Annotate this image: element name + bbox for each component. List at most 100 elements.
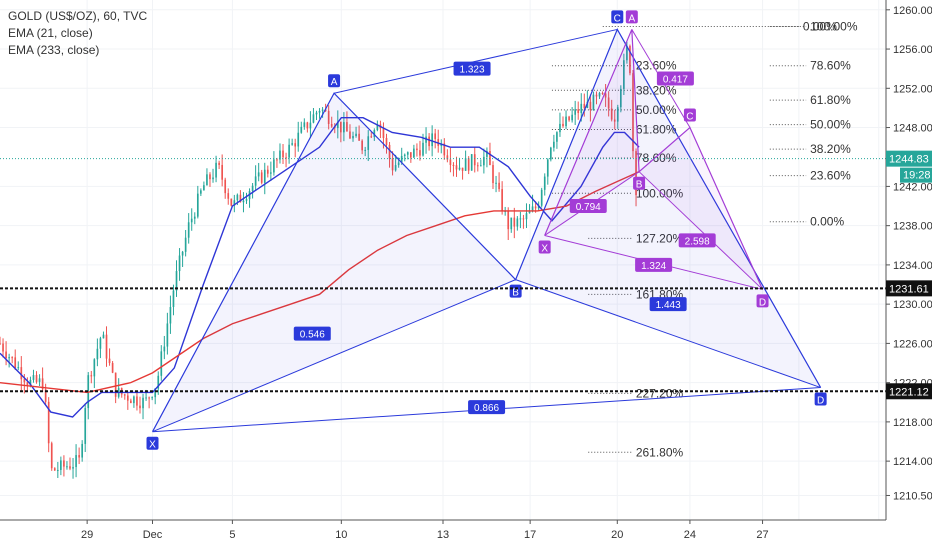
candle-body bbox=[556, 132, 558, 142]
harmonic-patterns[interactable]: X A B C D 1.323 0.546 1.443 0.866 X A B C D 0.417 0.794… bbox=[146, 10, 827, 451]
fib-level-label: 38.20% bbox=[636, 83, 677, 97]
pattern-diagonal bbox=[152, 279, 516, 433]
ratio-badge bbox=[569, 199, 607, 214]
candle-body bbox=[5, 351, 7, 359]
candle-body bbox=[279, 150, 281, 160]
candle-body bbox=[126, 395, 129, 401]
candle-body bbox=[142, 397, 144, 409]
candle-body bbox=[519, 218, 522, 220]
candle-body bbox=[309, 122, 312, 129]
candle-body bbox=[157, 375, 160, 389]
pattern-point-badge bbox=[756, 294, 769, 308]
candle-body bbox=[416, 148, 418, 151]
candle-body bbox=[96, 348, 99, 360]
time-tick-label: 29 bbox=[81, 529, 93, 541]
candle-body bbox=[486, 151, 488, 157]
candle-body bbox=[498, 182, 500, 190]
candle-body bbox=[549, 147, 552, 160]
ema-slow-legend[interactable]: EMA (233, close) bbox=[8, 43, 100, 57]
price-tick-label: 1218.00 bbox=[893, 417, 932, 429]
candle-body bbox=[172, 290, 175, 307]
candle-body bbox=[130, 400, 132, 404]
pattern-point-badge bbox=[625, 10, 638, 24]
candle-body bbox=[531, 206, 534, 212]
level-price-label: 1231.61 bbox=[889, 283, 929, 295]
candle-body bbox=[321, 109, 324, 111]
price-tick-label: 1234.00 bbox=[893, 260, 932, 272]
candle-body bbox=[492, 165, 494, 184]
candle-body bbox=[315, 112, 318, 115]
candle-body bbox=[355, 133, 357, 137]
candle-body bbox=[78, 455, 80, 458]
pattern-point-label: A bbox=[628, 13, 635, 24]
fib-level-label: 78.60% bbox=[636, 151, 677, 165]
ratio-badge bbox=[678, 233, 716, 248]
candle-body bbox=[571, 114, 573, 121]
candle-body bbox=[90, 375, 93, 377]
candle-body bbox=[388, 144, 391, 159]
candle-body bbox=[184, 237, 187, 252]
candle-body bbox=[489, 151, 491, 166]
candle-body bbox=[17, 367, 20, 369]
candle-body bbox=[166, 323, 169, 347]
candle-body bbox=[306, 122, 309, 129]
level-price-label: 1221.12 bbox=[889, 386, 929, 398]
pattern-point-badge bbox=[611, 10, 624, 24]
time-tick-label: 24 bbox=[684, 529, 696, 541]
candle-body bbox=[473, 154, 476, 166]
candle-body bbox=[458, 167, 461, 170]
price-tick-label: 1226.00 bbox=[893, 338, 932, 350]
candle-body bbox=[632, 73, 634, 152]
candle-body bbox=[257, 172, 260, 177]
candle-body bbox=[239, 194, 242, 203]
candle-body bbox=[75, 455, 77, 468]
candle-body bbox=[288, 144, 290, 158]
candle-body bbox=[340, 121, 342, 133]
candle-body bbox=[41, 378, 44, 390]
price-tick-label: 1248.00 bbox=[893, 123, 932, 135]
price-markers bbox=[0, 158, 886, 393]
symbol-title[interactable]: GOLD (US$/OZ), 60, TVC bbox=[8, 9, 148, 23]
pattern-fill-xab bbox=[544, 29, 640, 236]
candle-body bbox=[394, 165, 397, 171]
fib-levels[interactable]: 0.00% 23.60% 38.20% 50.00% 61.80% 78.60% 100.0… bbox=[551, 19, 858, 459]
candle-body bbox=[260, 172, 263, 183]
candle-body bbox=[607, 97, 610, 109]
pattern-point-label: X bbox=[149, 440, 156, 451]
candle-body bbox=[190, 218, 193, 223]
pattern-point-badge bbox=[633, 176, 646, 190]
ratio-label: 1.323 bbox=[460, 65, 485, 76]
time-tick-label: 17 bbox=[524, 529, 536, 541]
candle-body bbox=[212, 177, 214, 180]
candle-body bbox=[60, 460, 62, 470]
fib-level-label: 50.00% bbox=[810, 118, 851, 132]
candle-body bbox=[102, 334, 105, 339]
candle-body bbox=[53, 468, 56, 471]
pattern-bat-small[interactable]: X A B C D 0.417 0.794 2.598 1.324 bbox=[538, 10, 769, 308]
candle-body bbox=[263, 169, 266, 183]
ratio-label: 0.417 bbox=[663, 74, 688, 85]
pattern-fill-bcd bbox=[639, 127, 763, 290]
ratio-badge bbox=[649, 297, 687, 312]
candle-body bbox=[495, 182, 497, 184]
candle-body bbox=[434, 133, 437, 140]
candle-body bbox=[449, 159, 452, 165]
pattern-point-label: C bbox=[614, 13, 621, 24]
candle-body bbox=[483, 156, 485, 166]
candle-body bbox=[72, 467, 74, 469]
ema-fast-legend[interactable]: EMA (21, close) bbox=[8, 26, 93, 40]
candle-body bbox=[443, 143, 446, 156]
candle-body bbox=[574, 109, 577, 115]
fib-level-label: 100.00% bbox=[636, 186, 684, 200]
pattern-fill-bcd bbox=[515, 29, 821, 388]
countdown-label: 19:28 bbox=[903, 170, 931, 182]
candle-body bbox=[513, 217, 516, 227]
ratio-badge bbox=[635, 257, 673, 272]
level-price-badge bbox=[886, 383, 932, 400]
fib-level-label: 261.80% bbox=[636, 445, 684, 459]
pattern-bat-large[interactable]: X A B C D 1.323 0.546 1.443 0.866 bbox=[146, 10, 827, 451]
price-axis[interactable]: 1210.501214.001218.001222.001226.001230.… bbox=[885, 0, 932, 550]
time-axis[interactable]: 29 Dec 5 10 13 17 20 24 27 bbox=[0, 519, 886, 541]
